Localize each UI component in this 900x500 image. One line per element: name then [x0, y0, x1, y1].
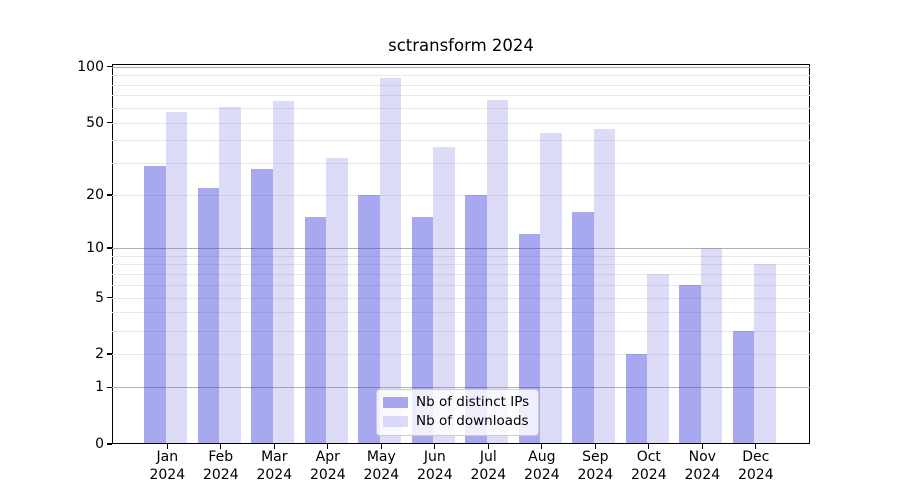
x-tick-label: Dec 2024 — [737, 449, 774, 483]
gridline-minor — [112, 84, 810, 86]
y-axis-tick — [107, 194, 112, 196]
y-axis-tick — [107, 443, 112, 445]
y-axis-tick — [107, 247, 112, 249]
x-axis-tick — [220, 444, 222, 449]
gridline-minor — [112, 284, 810, 286]
legend-label-downloads: Nb of downloads — [416, 413, 529, 429]
x-tick-label: Oct 2024 — [630, 449, 667, 483]
gridline-minor — [112, 140, 810, 142]
bar-distinct-ips — [572, 212, 594, 444]
bar-downloads — [647, 273, 669, 444]
x-tick-label: Sep 2024 — [577, 449, 614, 483]
bar-distinct-ips — [358, 195, 380, 444]
x-axis-tick — [594, 444, 596, 449]
bar-downloads — [700, 247, 723, 444]
bar-distinct-ips — [251, 168, 273, 444]
x-tick-label: Jul 2024 — [470, 449, 507, 483]
x-axis-tick — [648, 444, 650, 449]
legend-item-distinct-ips: Nb of distinct IPs — [383, 395, 529, 410]
x-axis-tick — [380, 444, 382, 449]
gridline-minor — [112, 107, 810, 109]
bar-downloads — [540, 132, 562, 444]
y-tick-label: 0 — [95, 436, 104, 452]
bar-distinct-ips — [144, 165, 166, 444]
x-axis-tick — [166, 444, 168, 449]
legend-swatch-downloads-icon — [383, 416, 408, 427]
y-axis-tick — [107, 353, 112, 355]
y-tick-label: 1 — [95, 379, 104, 396]
bar-downloads — [219, 106, 241, 444]
gridline-major — [112, 66, 810, 68]
gridline-minor — [112, 354, 810, 356]
gridline-minor — [112, 75, 810, 77]
bar-distinct-ips — [732, 330, 755, 444]
x-tick-label: Jan 2024 — [149, 449, 186, 483]
y-tick-label: 5 — [95, 289, 104, 306]
legend-swatch-ips-icon — [383, 397, 408, 408]
chart-title: sctransform 2024 — [388, 36, 534, 55]
y-axis-tick — [107, 296, 112, 299]
x-axis-tick — [755, 444, 757, 449]
x-axis-tick — [327, 444, 329, 449]
y-axis-tick — [107, 386, 112, 389]
gridline-major — [112, 387, 810, 389]
x-tick-label: Jun 2024 — [416, 449, 453, 483]
gridline-minor — [112, 255, 810, 257]
y-tick-label: 10 — [86, 239, 104, 256]
gridline-minor — [112, 195, 810, 197]
plot-area — [112, 63, 810, 444]
bar-distinct-ips — [679, 284, 701, 444]
gridline-minor — [112, 297, 810, 299]
x-axis-tick — [273, 444, 275, 449]
x-tick-label: Nov 2024 — [684, 449, 721, 483]
gridline-minor — [112, 264, 810, 266]
y-axis-tick — [107, 65, 112, 68]
x-tick-label: Feb 2024 — [202, 449, 239, 483]
legend: Nb of distinct IPs Nb of downloads — [376, 389, 540, 436]
bar-distinct-ips — [197, 187, 220, 444]
legend-label-distinct-ips: Nb of distinct IPs — [416, 394, 530, 410]
x-tick-label: Aug 2024 — [523, 449, 560, 483]
bar-downloads — [165, 112, 188, 444]
y-axis-tick — [107, 121, 112, 124]
gridline-minor — [112, 95, 810, 97]
bar-distinct-ips — [304, 217, 327, 444]
y-tick-label: 2 — [95, 346, 104, 363]
bar-downloads — [433, 146, 455, 444]
x-axis-tick — [701, 444, 703, 449]
bar-distinct-ips — [465, 195, 487, 444]
x-axis-tick — [434, 444, 436, 449]
bar-downloads — [326, 158, 348, 444]
bar-distinct-ips — [411, 217, 434, 444]
gridline-minor — [112, 273, 810, 275]
gridline-minor — [112, 122, 810, 124]
x-axis-tick — [541, 444, 543, 449]
gridline-minor — [112, 330, 810, 332]
x-tick-label: May 2024 — [363, 449, 400, 483]
y-tick-label: 50 — [86, 114, 104, 131]
x-axis-tick — [487, 444, 489, 449]
bar-downloads — [486, 100, 509, 444]
bar-distinct-ips — [625, 354, 648, 444]
y-tick-label: 20 — [86, 187, 104, 204]
gridline-minor — [112, 163, 810, 165]
gridline-minor — [112, 312, 810, 314]
bar-downloads — [379, 77, 402, 444]
bar-downloads — [272, 101, 295, 444]
bar-downloads — [593, 129, 616, 444]
bar-downloads — [754, 264, 776, 444]
legend-item-downloads: Nb of downloads — [383, 414, 529, 429]
x-tick-label: Mar 2024 — [256, 449, 293, 483]
x-tick-label: Apr 2024 — [309, 449, 346, 483]
y-tick-label: 100 — [77, 58, 104, 75]
gridline-major — [112, 247, 810, 249]
